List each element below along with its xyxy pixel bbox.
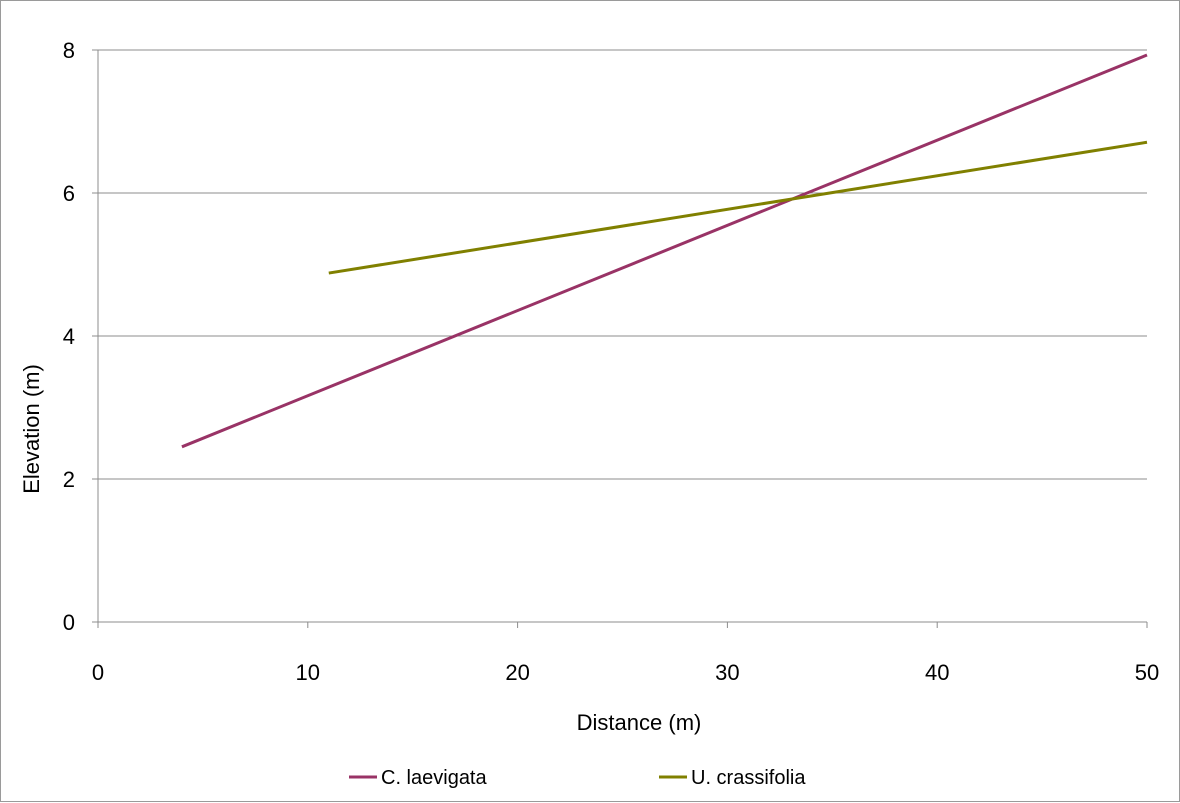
legend-label-u-crassifolia: U. crassifolia — [691, 767, 806, 789]
x-tick-labels: 0 10 20 30 40 50 — [92, 660, 1159, 685]
legend-label-c-laevigata: C. laevigata — [381, 767, 487, 789]
y-tick-label-2: 2 — [63, 467, 75, 492]
x-tick-label-30: 30 — [715, 660, 739, 685]
y-tick-label-4: 4 — [63, 324, 75, 349]
y-tick-labels: 0 2 4 6 8 — [63, 38, 75, 635]
y-tick-label-8: 8 — [63, 38, 75, 63]
x-tick-label-20: 20 — [505, 660, 529, 685]
y-tick-label-0: 0 — [63, 610, 75, 635]
gridlines — [98, 49, 1147, 480]
x-tick-label-10: 10 — [296, 660, 320, 685]
series-line-u-crassifolia — [328, 140, 1148, 275]
x-tick-label-50: 50 — [1135, 660, 1159, 685]
series-lines — [181, 53, 1148, 449]
x-tick-label-0: 0 — [92, 660, 104, 685]
y-tick-label-6: 6 — [63, 181, 75, 206]
x-axis-title: Distance (m) — [577, 710, 702, 735]
x-tick-label-40: 40 — [925, 660, 949, 685]
legend: C. laevigata U. crassifolia — [349, 767, 806, 789]
axes — [92, 49, 1148, 628]
series-line-c-laevigata — [181, 53, 1148, 449]
y-axis-title: Elevation (m) — [19, 364, 44, 494]
